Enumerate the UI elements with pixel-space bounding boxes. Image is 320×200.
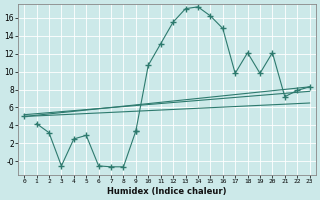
X-axis label: Humidex (Indice chaleur): Humidex (Indice chaleur): [107, 187, 227, 196]
